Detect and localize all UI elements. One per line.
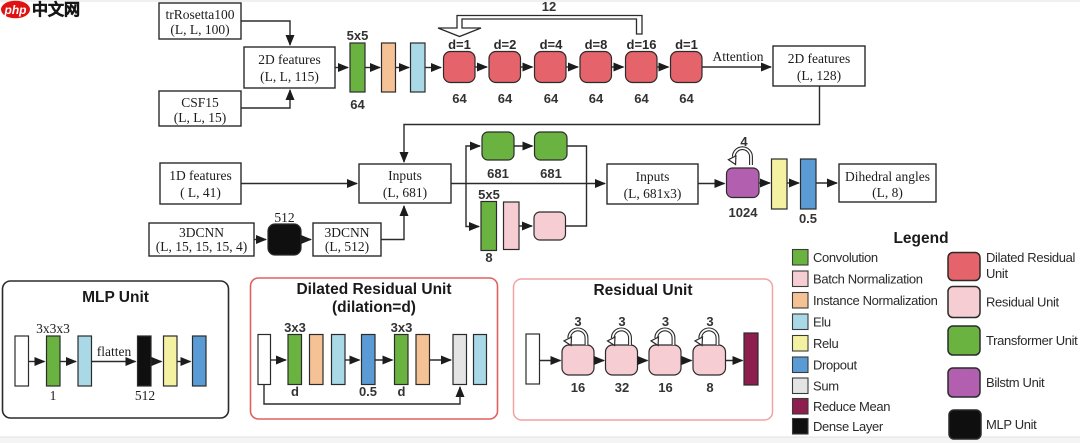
svg-text:(dilation=d): (dilation=d) [332,299,416,316]
svg-text:d: d [291,384,299,399]
svg-text:12: 12 [542,0,556,14]
svg-text:3DCNN: 3DCNN [324,225,369,240]
svg-text:MLP Unit: MLP Unit [986,417,1037,432]
svg-text:Legend: Legend [893,230,948,247]
svg-text:Transformer Unit: Transformer Unit [986,333,1078,348]
svg-text:d: d [398,384,406,399]
svg-text:512: 512 [135,388,155,403]
svg-text:d=1: d=1 [448,37,471,52]
svg-text:32: 32 [615,380,629,395]
svg-text:3: 3 [662,314,669,329]
svg-text:3DCNN: 3DCNN [179,225,224,240]
svg-text:d=16: d=16 [627,37,657,52]
svg-text:flatten: flatten [97,344,132,359]
svg-text:3: 3 [618,314,625,329]
svg-text:1D features: 1D features [169,168,232,183]
svg-text:64: 64 [350,97,365,112]
svg-text:(L, 681): (L, 681) [383,185,427,200]
svg-text:(L, 681x3): (L, 681x3) [624,186,682,201]
svg-text:0.5: 0.5 [799,211,817,226]
svg-text:d=4: d=4 [540,37,564,52]
svg-text:681: 681 [487,166,509,181]
svg-text:Bilstm Unit: Bilstm Unit [986,375,1045,390]
svg-text:Dilated Residual: Dilated Residual [986,250,1076,265]
svg-text:Attention: Attention [713,49,764,64]
svg-text:Dense Layer: Dense Layer [813,419,884,434]
svg-text:Inputs: Inputs [388,168,422,183]
svg-text:中文网: 中文网 [32,0,80,19]
svg-text:Unit: Unit [986,266,1008,281]
svg-text:(L, 128): (L, 128) [797,68,841,83]
svg-text:64: 64 [679,91,694,106]
svg-text:0.5: 0.5 [359,384,377,399]
svg-text:Dilated Residual Unit: Dilated Residual Unit [296,281,451,298]
svg-text:(L, L, 115): (L, L, 115) [260,69,319,84]
svg-text:3: 3 [706,314,713,329]
svg-text:512: 512 [274,210,294,225]
svg-text:Elu: Elu [813,315,831,330]
svg-text:2D features: 2D features [258,52,321,67]
svg-text:d=1: d=1 [675,37,698,52]
svg-text:CSF15: CSF15 [181,95,219,110]
svg-text:(L, 15, 15, 15, 4): (L, 15, 15, 15, 4) [156,239,248,254]
svg-text:php: php [4,3,27,17]
svg-text:16: 16 [658,380,672,395]
svg-text:2D features: 2D features [788,51,851,66]
svg-text:Reduce Mean: Reduce Mean [813,399,890,414]
svg-text:Dihedral angles: Dihedral angles [845,169,930,184]
svg-text:5x5: 5x5 [478,187,500,202]
svg-text:64: 64 [589,91,604,106]
svg-text:8: 8 [485,250,492,265]
svg-text:d=2: d=2 [494,37,517,52]
svg-text:(L, 512): (L, 512) [325,239,369,254]
svg-text:4: 4 [740,134,748,149]
svg-text:(L, 8): (L, 8) [872,185,903,200]
svg-text:(L, L, 100): (L, L, 100) [170,22,229,37]
svg-text:681: 681 [540,166,562,181]
svg-text:3: 3 [574,314,581,329]
svg-text:16: 16 [571,380,585,395]
svg-text:64: 64 [498,91,513,106]
svg-text:8: 8 [706,380,713,395]
svg-text:trRosetta100: trRosetta100 [166,7,235,22]
svg-text:Residual Unit: Residual Unit [593,282,692,299]
svg-text:3x3: 3x3 [284,320,306,335]
svg-text:Batch Normalization: Batch Normalization [813,272,923,287]
svg-text:Residual Unit: Residual Unit [986,295,1060,310]
svg-text:d=8: d=8 [585,37,608,52]
svg-text:64: 64 [544,91,559,106]
svg-text:Relu: Relu [813,336,838,351]
svg-text:( L, 41): ( L, 41) [180,185,221,200]
svg-text:(L, L, 15): (L, L, 15) [174,110,226,125]
svg-text:1024: 1024 [729,205,759,220]
svg-text:Inputs: Inputs [636,169,670,184]
svg-text:Convolution: Convolution [813,250,878,265]
svg-text:64: 64 [634,91,649,106]
svg-text:MLP Unit: MLP Unit [82,289,149,306]
svg-text:5x5: 5x5 [347,28,369,43]
svg-text:64: 64 [452,91,467,106]
svg-text:3x3x3: 3x3x3 [36,321,70,336]
svg-text:Sum: Sum [813,379,839,394]
svg-text:1: 1 [50,388,57,403]
svg-text:Dropout: Dropout [813,358,858,373]
svg-text:3x3: 3x3 [391,320,413,335]
svg-text:Instance Normalization: Instance Normalization [813,293,938,308]
